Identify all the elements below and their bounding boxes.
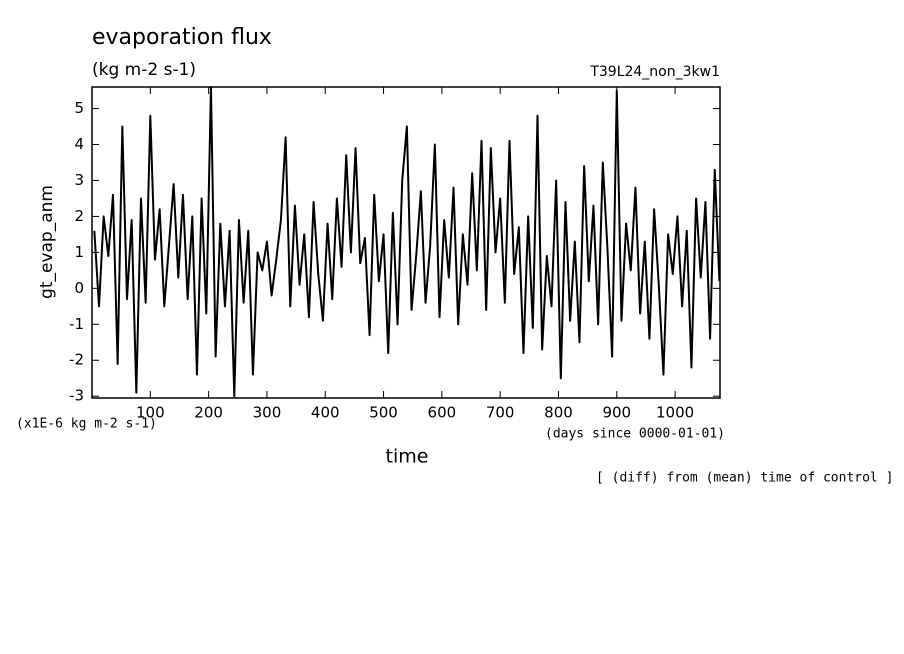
y-tick-label: 1: [74, 243, 84, 261]
x-tick-label: 400: [311, 404, 340, 422]
y-units: (x1E-6 kg m-2 s-1): [16, 417, 157, 432]
chart-subtitle: (kg m-2 s-1): [92, 60, 196, 80]
x-tick-label: 100: [136, 404, 165, 422]
y-tick-label: -2: [69, 351, 84, 369]
data-line: [93, 86, 721, 398]
y-tick-label: 0: [74, 279, 84, 297]
y-tick-label: -1: [69, 315, 84, 333]
x-tick-label: 200: [194, 404, 223, 422]
y-tick-label: 5: [74, 99, 84, 117]
y-tick-label: 2: [74, 207, 84, 225]
x-tick-label: 700: [486, 404, 515, 422]
chart-title: evaporation flux: [92, 25, 272, 50]
y-tick-label: 3: [74, 171, 84, 189]
x-tick-label: 800: [544, 404, 573, 422]
y-tick-label: 4: [74, 135, 84, 153]
y-axis-label: gt_evap_anm: [37, 185, 57, 299]
x-tick-label: 300: [253, 404, 282, 422]
x-tick-label: 900: [602, 404, 631, 422]
x-units: (days since 0000-01-01): [545, 427, 725, 442]
x-axis-label: time: [386, 446, 429, 468]
x-tick-label: 600: [428, 404, 457, 422]
run-label: T39L24_non_3kw1: [589, 64, 720, 80]
footnote: [ (diff) from (mean) time of control ]: [596, 471, 893, 486]
y-tick-label: -3: [69, 387, 84, 405]
plot-frame: [91, 86, 721, 399]
x-tick-label: 500: [369, 404, 398, 422]
x-tick-label: 1000: [656, 404, 694, 422]
